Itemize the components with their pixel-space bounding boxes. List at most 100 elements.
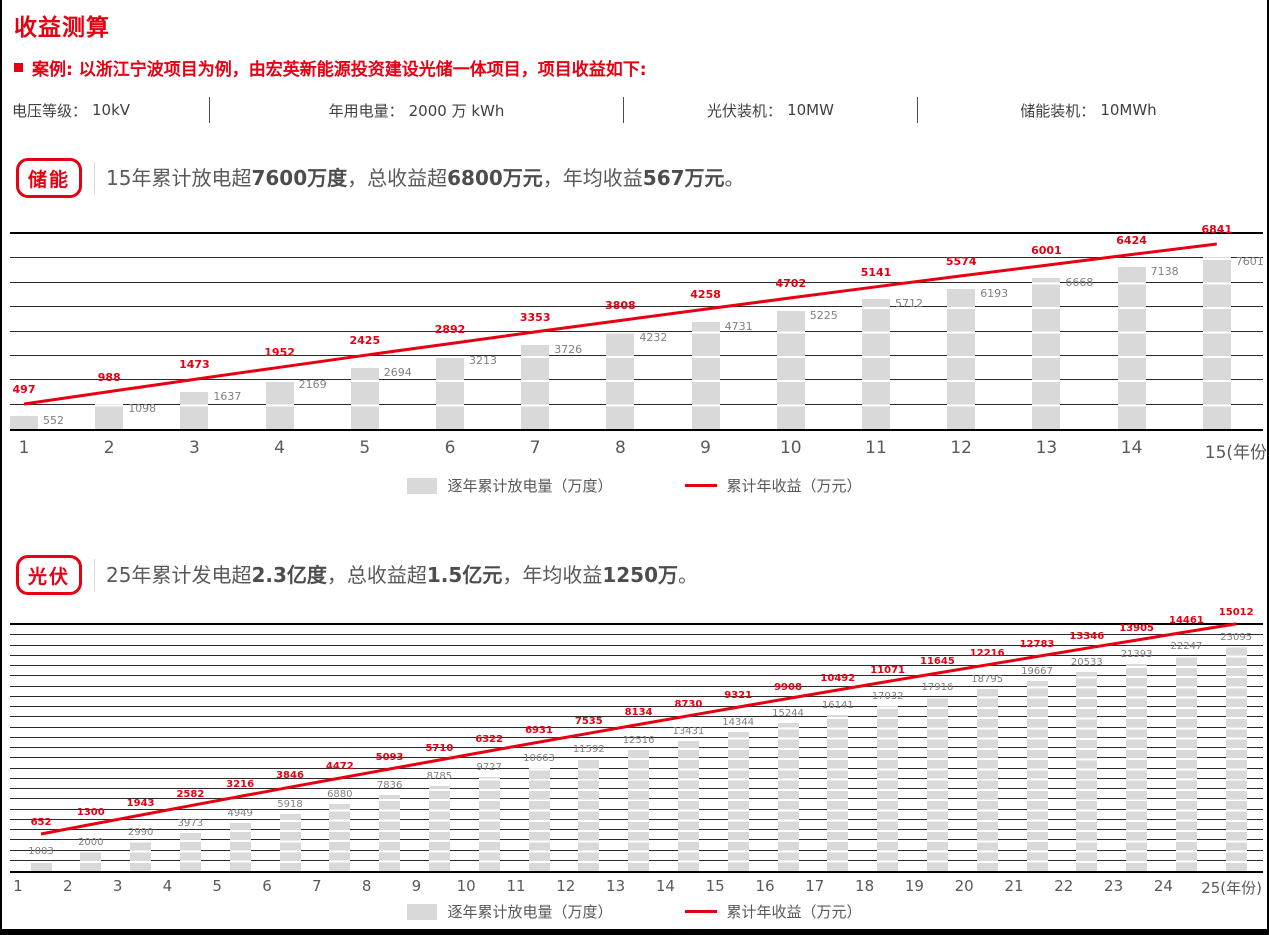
info-item: 电压等级： 10kV [4,92,209,128]
bar-year-11 [528,767,550,871]
legend-line-swatch [684,484,717,487]
x-tick: 1 [18,438,30,458]
line-value-label: 12783 [1019,639,1055,651]
bar-year-10 [478,776,500,871]
bar-value-label: 3726 [554,342,583,356]
legend-item: 逐年累计放电量（万度） [407,475,613,496]
gridline [10,685,1263,687]
bar-year-3 [180,391,209,429]
bar-value-label: 18795 [971,673,1004,685]
bar-value-label: 6668 [1065,275,1094,289]
line-value-label: 6001 [1031,244,1062,258]
line-value-label: 5574 [945,254,977,268]
bar-year-14 [677,740,699,871]
bar-value-label: 7836 [376,780,403,792]
bar-value-label: 20533 [1070,657,1103,669]
line-value-label: 5141 [860,265,892,279]
bar-value-label: 5712 [895,297,923,311]
gridline [10,257,1263,259]
info-divider [209,97,210,123]
bar-year-12 [947,288,976,429]
x-tick: 2 [103,438,115,458]
line-value-label: 9321 [724,690,753,702]
case-note: 案例: 以浙江宁波项目为例，由宏英新能源投资建设光储一体项目，项目收益如下: [32,60,647,80]
case-note-row: 案例: 以浙江宁波项目为例，由宏英新能源投资建设光储一体项目，项目收益如下: [14,55,647,80]
headline-segment: 25年累计发电超 [106,563,252,587]
info-value: 10MWh [1100,101,1157,119]
bar-year-18 [877,706,899,871]
bar-year-2 [80,851,102,871]
x-tick: 4 [274,438,286,458]
gridline [10,716,1263,718]
bar-value-label: 2169 [298,377,327,391]
bar-value-label: 5225 [809,308,838,322]
page-title: 收益测算 [14,15,110,41]
badge-divider [94,162,95,194]
x-tick: 12 [950,438,973,458]
gridline [10,747,1263,748]
bar-year-24 [1175,655,1197,871]
x-tick: 5 [359,438,371,458]
bar-value-label: 4731 [724,319,753,333]
gridline [10,736,1263,738]
gridline [10,726,1263,728]
x-tick: 4 [162,877,173,895]
gridline [10,403,1263,405]
bar-year-10 [776,310,805,429]
x-tick: 16 [755,877,775,895]
line-value-label: 10492 [820,673,856,684]
bar-year-15 [727,732,749,871]
info-label: 光伏装机： [707,101,783,120]
x-tick: 12 [556,877,576,895]
bar-year-22 [1076,672,1098,871]
x-tick: 23 [1104,877,1124,895]
bar-value-label: 15244 [772,708,804,720]
info-label: 电压等级： [12,101,88,120]
x-tick: 14 [655,877,675,895]
headline-segment: 6800万元 [447,166,543,190]
revenue-line [40,622,1237,836]
bar-value-label: 17916 [921,682,954,694]
bar-value-label: 7138 [1150,265,1179,279]
x-tick: 13 [606,877,626,895]
bar-value-label: 16141 [821,699,854,711]
line-value-label: 6931 [525,725,553,737]
info-value: 2000 万 kWh [408,101,505,120]
info-divider [623,97,624,123]
headline-segment: 2.3亿度 [251,563,327,587]
x-tick: 25(年份) [1201,879,1262,897]
x-tick: 3 [112,877,123,895]
bar-value-label: 23095 [1220,632,1253,644]
line-value-label: 11645 [919,656,955,668]
info-value: 10MW [787,101,834,119]
info-item: 年用电量： 2000 万 kWh [210,92,623,128]
gridline [10,281,1263,283]
info-item: 储能装机： 10MWh [918,92,1259,128]
x-tick: 11 [865,438,887,458]
headline-segment: 1250万 [602,563,678,587]
bar-value-label: 6880 [327,789,353,801]
bar-year-7 [521,344,550,429]
x-tick: 5 [212,877,222,895]
bar-value-label: 4232 [639,331,668,345]
x-tick: 18 [855,877,875,895]
x-tick: 1 [13,877,23,895]
line-value-label: 3808 [605,299,636,313]
x-tick: 3 [188,438,200,458]
bar-year-8 [606,333,635,429]
pv-headline: 25年累计发电超2.3亿度，总收益超1.5亿元，年均收益1250万。 [106,555,1257,595]
bar-value-label: 3973 [177,817,204,829]
x-tick: 10 [456,877,476,895]
line-value-label: 1300 [76,807,105,819]
bar-value-label: 21393 [1120,648,1153,660]
x-tick: 24 [1153,877,1173,895]
gridline [10,665,1263,666]
bar-value-label: 14344 [722,717,755,729]
line-value-label: 7535 [574,716,603,728]
x-tick: 11 [506,877,526,895]
x-tick: 15 [705,877,725,895]
legend-label: 逐年累计放电量（万度） [447,477,613,495]
revenue-line [23,242,1217,406]
line-value-label: 6322 [475,734,504,745]
bar-value-label: 1003 [28,846,54,858]
